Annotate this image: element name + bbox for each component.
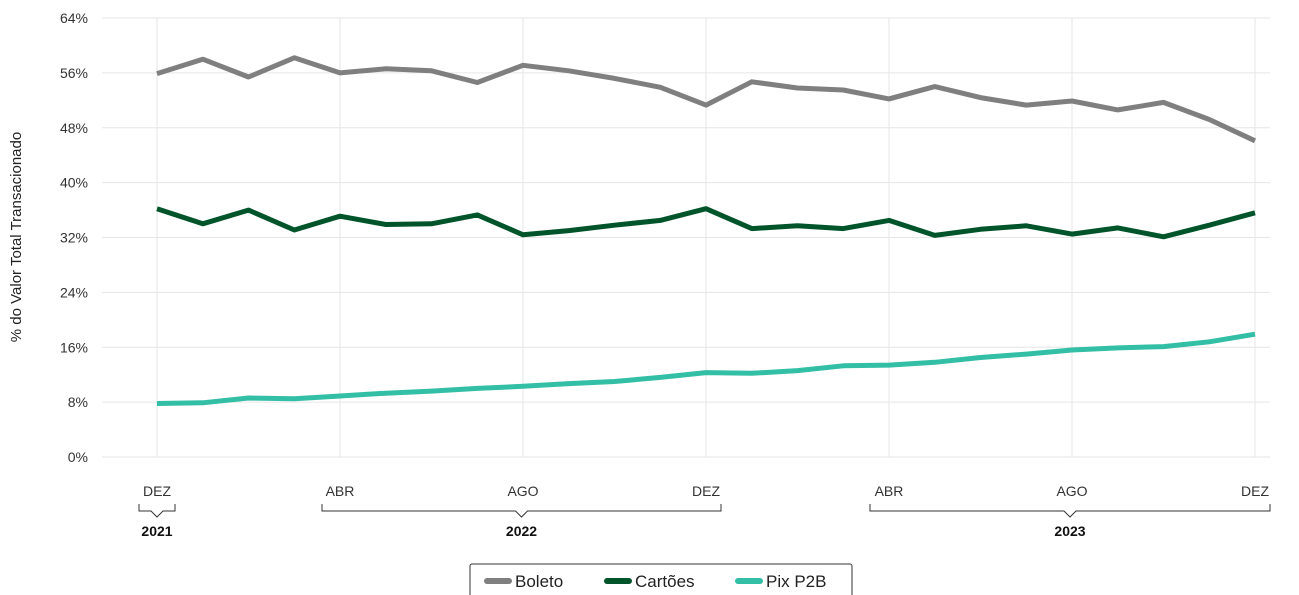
y-tick-label: 16% <box>60 339 88 355</box>
grid <box>102 17 1270 458</box>
y-tick-label: 40% <box>60 175 88 191</box>
legend: Boleto Cartões Pix P2B <box>469 563 853 595</box>
x-tick-label: DEZ <box>692 483 720 499</box>
legend-box <box>469 563 853 595</box>
y-axis-ticks: 0% 8% 16% 24% 32% 40% 48% 56% 64% <box>60 10 88 465</box>
x-tick-label: DEZ <box>1241 483 1269 499</box>
y-tick-label: 0% <box>68 449 88 465</box>
x-tick-label: AGO <box>507 483 538 499</box>
series-line-cart-es <box>156 206 1256 240</box>
series-lines <box>156 55 1257 406</box>
year-label: 2022 <box>506 523 537 539</box>
y-axis-label: % do Valor Total Transacionado <box>8 132 25 342</box>
y-tick-label: 56% <box>60 65 88 81</box>
year-label: 2021 <box>141 523 172 539</box>
series-line-pix-p2b <box>156 331 1256 406</box>
x-tick-label: ABR <box>326 483 355 499</box>
year-bracket <box>138 504 176 518</box>
year-bracket <box>869 504 1271 518</box>
x-axis-ticks: DEZ ABR AGO DEZ ABR AGO DEZ <box>143 483 1269 499</box>
y-tick-label: 48% <box>60 120 88 136</box>
year-bracket <box>321 504 722 518</box>
legend-label: Boleto <box>515 572 563 591</box>
y-tick-label: 64% <box>60 10 88 26</box>
series-line-boleto <box>156 55 1257 144</box>
legend-label: Cartões <box>635 572 695 591</box>
y-tick-label: 32% <box>60 230 88 246</box>
x-tick-label: AGO <box>1056 483 1087 499</box>
y-tick-label: 24% <box>60 284 88 300</box>
x-tick-label: ABR <box>875 483 904 499</box>
y-tick-label: 8% <box>68 394 88 410</box>
year-groups: 2021 2022 2023 <box>138 504 1271 539</box>
legend-label: Pix P2B <box>766 572 826 591</box>
x-tick-label: DEZ <box>143 483 171 499</box>
year-label: 2023 <box>1054 523 1085 539</box>
